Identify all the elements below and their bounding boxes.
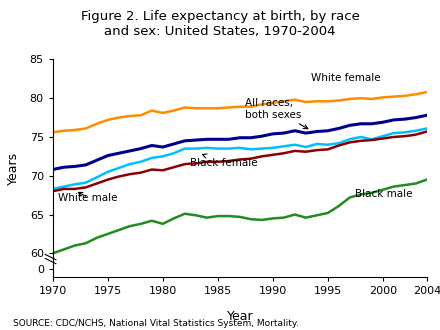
Text: All races,
both sexes: All races, both sexes (245, 98, 308, 129)
Text: Years: Years (7, 152, 20, 185)
Text: Black female: Black female (190, 154, 258, 168)
Text: White male: White male (58, 192, 118, 203)
Text: Black male: Black male (355, 189, 413, 199)
Text: Figure 2. Life expectancy at birth, by race
and sex: United States, 1970-2004: Figure 2. Life expectancy at birth, by r… (81, 10, 359, 38)
Text: White female: White female (311, 73, 381, 83)
Text: Year: Year (227, 310, 253, 323)
Text: SOURCE: CDC/NCHS, National Vital Statistics System, Mortality.: SOURCE: CDC/NCHS, National Vital Statist… (13, 319, 299, 328)
